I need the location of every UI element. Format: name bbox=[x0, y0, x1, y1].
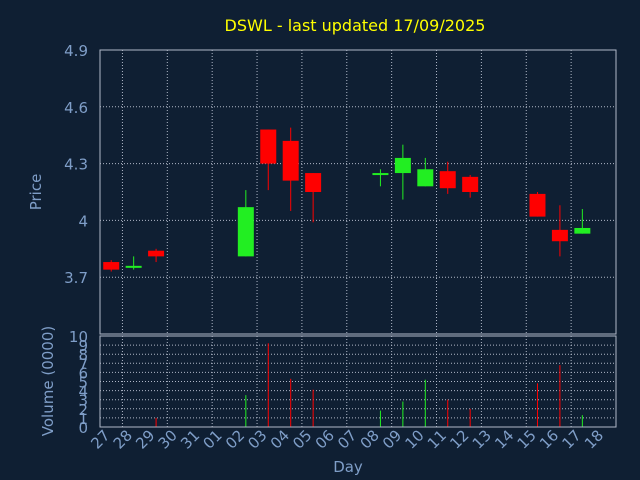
volume-plot-frame bbox=[99, 335, 617, 428]
candle-body bbox=[282, 140, 299, 181]
candle-body bbox=[372, 173, 389, 176]
price-plot-frame bbox=[99, 49, 617, 335]
volume-bars bbox=[155, 343, 583, 427]
candle-body bbox=[260, 129, 277, 164]
candle-body bbox=[103, 262, 120, 270]
price-tick-label: 4.6 bbox=[64, 99, 88, 117]
candle-body bbox=[237, 207, 254, 257]
price-tick-label: 4.9 bbox=[64, 42, 88, 60]
volume-tick-label: 8 bbox=[78, 346, 88, 364]
candle-body bbox=[305, 173, 322, 192]
candle-body bbox=[417, 169, 434, 187]
volume-tick-label: 5 bbox=[78, 374, 88, 392]
candle-body bbox=[529, 193, 546, 217]
volume-tick-label: 2 bbox=[78, 401, 88, 419]
candle-body bbox=[574, 227, 591, 234]
volume-tick-label: 6 bbox=[78, 364, 88, 382]
price-grid bbox=[100, 49, 616, 334]
volume-tick-label: 1 bbox=[78, 410, 88, 428]
price-tick-label: 4.3 bbox=[64, 156, 88, 174]
x-axis-label: Day bbox=[333, 458, 363, 476]
volume-axis-label: Volume (0000) bbox=[39, 326, 57, 436]
volume-grid bbox=[100, 335, 616, 428]
candles bbox=[103, 127, 591, 272]
chart-title: DSWL - last updated 17/09/2025 bbox=[225, 16, 486, 35]
volume-tick-label: 0 bbox=[78, 419, 88, 437]
price-tick-label: 3.7 bbox=[64, 269, 88, 287]
y-axis-label: Price bbox=[27, 174, 45, 211]
volume-tick-label: 7 bbox=[78, 355, 88, 373]
volume-tick-label: 3 bbox=[78, 392, 88, 410]
candle-body bbox=[462, 176, 479, 192]
price-tick-label: 4 bbox=[78, 212, 88, 230]
x-ticks: 2728293031010203040506070809101112131415… bbox=[87, 426, 607, 452]
volume-tick-label: 4 bbox=[78, 383, 88, 401]
price-y-ticks: 4.9 4.6 4.3 4 3.7 bbox=[64, 42, 88, 287]
candle-body bbox=[439, 171, 456, 189]
candle-body bbox=[394, 157, 411, 174]
candle-body bbox=[125, 265, 142, 268]
candle-body bbox=[551, 229, 568, 242]
volume-tick-label: 10 bbox=[69, 328, 88, 346]
x-tick-label: 18 bbox=[581, 426, 607, 452]
candle-body bbox=[148, 250, 165, 257]
volume-tick-label: 9 bbox=[78, 337, 88, 355]
